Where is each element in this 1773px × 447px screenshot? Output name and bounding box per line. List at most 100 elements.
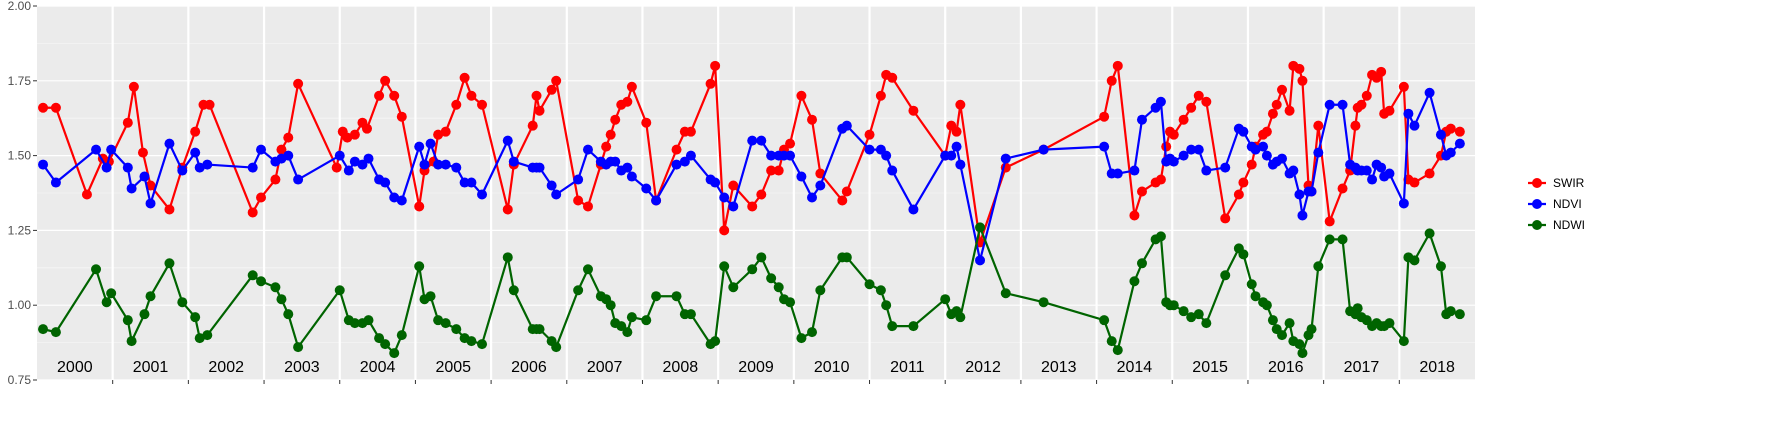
ndvi-point [122,162,133,173]
ndwi-point [1337,234,1348,245]
ndvi-point [685,150,696,161]
ndwi-point [139,309,150,320]
ndvi-point [1000,153,1011,164]
ndvi-point [126,183,137,194]
ndwi-point [256,276,267,287]
swir-point [1350,120,1361,131]
ndvi-point [582,144,593,155]
swir-point [1238,177,1249,188]
ndvi-point [1178,150,1189,161]
ndwi-point [164,258,175,269]
swir-point [807,114,818,125]
ndvi-point [1313,147,1324,158]
ndwi-point [626,312,637,323]
ndvi-point [1112,168,1123,179]
ndwi-point [38,324,49,335]
swir-point [128,81,139,92]
ndwi-point [1000,288,1011,299]
swir-point [837,195,848,206]
ndwi-point [202,330,213,341]
ndwi-point [773,282,784,293]
ndwi-point [477,339,488,350]
ndwi-point [1238,249,1249,260]
ndvi-point [651,195,662,206]
year-label-2005: 2005 [435,359,471,376]
ndvi-point [955,159,966,170]
ndwi-point [1294,339,1305,350]
ndwi-point [622,327,633,338]
y-tick-label: 1.00 [8,298,32,312]
ndvi-point [1250,144,1261,155]
ndwi-point [796,333,807,344]
ndvi-point [363,153,374,164]
ndvi-point [573,174,584,185]
swir-point [204,99,215,110]
swir-point [414,201,425,212]
ndwi-point [91,264,102,275]
swir-point [671,144,682,155]
swir-point [841,186,852,197]
ndvi-point [1409,120,1420,131]
ndwi-point [1186,312,1197,323]
swir-point [756,189,767,200]
ndwi-point [1038,297,1049,308]
ndwi-point [50,327,61,338]
ndvi-point [380,177,391,188]
series-ndvi [38,87,1465,266]
ndwi-point [685,309,696,320]
ndvi-point [414,141,425,152]
ndvi-point [841,120,852,131]
ndvi-point [1038,144,1049,155]
ndvi-point [101,162,112,173]
year-label-2018: 2018 [1419,359,1455,376]
swir-point [502,204,513,215]
year-label-2010: 2010 [814,359,850,376]
ndwi-point [1445,306,1456,317]
ndvi-point [1288,165,1299,176]
ndvi-point [908,204,919,215]
swir-point [1409,177,1420,188]
swir-point [433,129,444,140]
ndvi-point [1297,210,1308,221]
swir-point [1261,126,1272,137]
swir-point [137,147,148,158]
swir-point [864,129,875,140]
ndwi-point [908,321,919,332]
ndwi-point [887,321,898,332]
ndvi-point [1424,87,1435,98]
ndwi-point [1106,336,1117,347]
ndvi-point [419,159,430,170]
y-tick-label: 0.75 [8,373,32,387]
ndvi-point [728,201,739,212]
ndwi-point [126,336,137,347]
ndwi-point [349,318,360,329]
ndwi-point [671,291,682,302]
ndvi-point [190,147,201,158]
year-label-2007: 2007 [587,359,623,376]
ndvi-point [719,192,730,203]
ndwi-point [975,222,986,233]
swir-point [374,90,385,101]
ndwi-point [1220,270,1231,281]
ndwi-point [1352,303,1363,314]
ndwi-point [177,297,188,308]
y-tick-label: 2.00 [8,0,32,13]
ndvi-point [756,135,767,146]
year-label-2015: 2015 [1192,359,1228,376]
swir-point [887,72,898,83]
swir-point [50,102,61,113]
swir-point [451,99,462,110]
axes: 0.75 1.00 1.25 1.50 1.75 2.00 [8,0,1400,387]
ndvi-point [1136,114,1147,125]
year-label-2017: 2017 [1344,359,1380,376]
ndwi-point [194,333,205,344]
legend-key-point [1532,220,1542,230]
ndvi-point [1294,189,1305,200]
swir-point [440,126,451,137]
ndwi-point [414,261,425,272]
ndwi-point [1250,291,1261,302]
swir-point [1136,186,1147,197]
swir-point [875,90,886,101]
ndvi-point [283,150,294,161]
